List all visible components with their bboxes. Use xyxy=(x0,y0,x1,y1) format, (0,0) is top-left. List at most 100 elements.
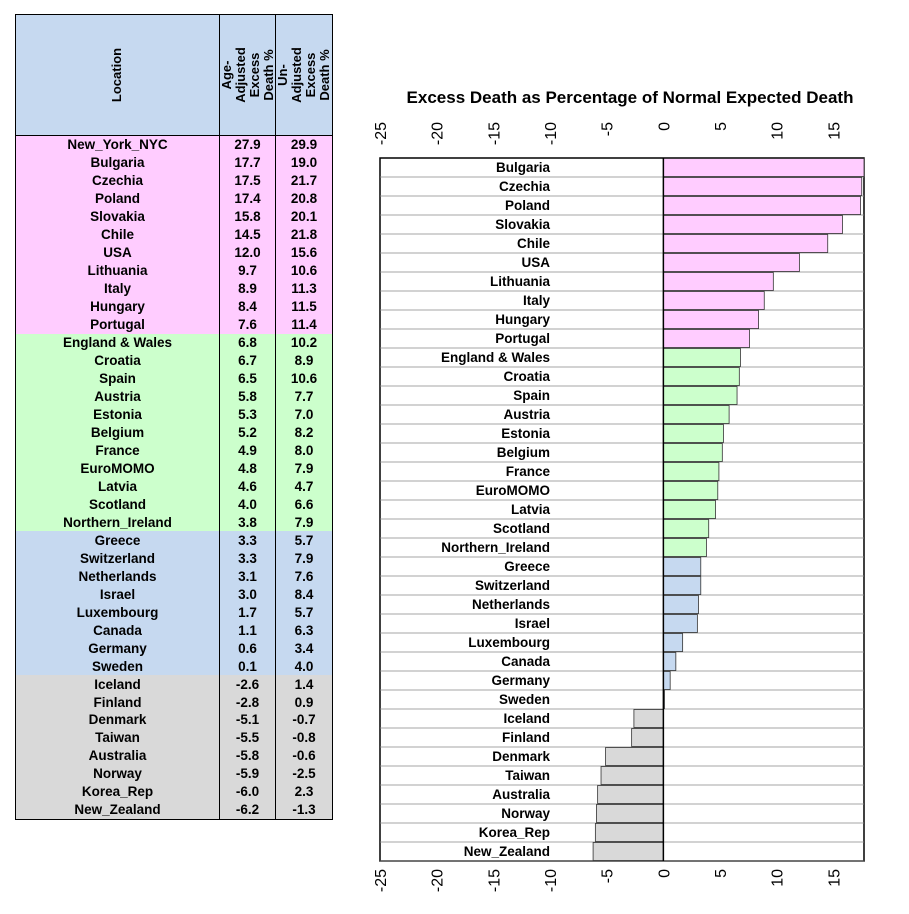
category-label: Switzerland xyxy=(475,578,550,593)
bar xyxy=(662,424,724,443)
age-adjusted-cell: 1.7 xyxy=(219,603,276,622)
un-adjusted-cell: 11.4 xyxy=(275,315,333,334)
age-adjusted-cell: 7.6 xyxy=(219,315,276,334)
category-label: Hungary xyxy=(495,312,550,327)
un-adjusted-cell: 5.7 xyxy=(275,603,333,622)
location-cell: Northern_Ireland xyxy=(15,513,220,532)
category-label: England & Wales xyxy=(441,350,550,365)
un-adjusted-cell: 10.6 xyxy=(275,261,333,280)
un-adjusted-cell: 11.5 xyxy=(275,297,333,316)
age-adjusted-cell: 4.6 xyxy=(219,477,276,496)
age-adjusted-cell: 3.8 xyxy=(219,513,276,532)
age-adjusted-cell: 15.8 xyxy=(219,207,276,226)
age-adjusted-cell: -2.8 xyxy=(219,693,276,711)
un-adjusted-cell: 3.4 xyxy=(275,639,333,658)
age-adjusted-cell: 14.5 xyxy=(219,225,276,244)
un-adjusted-cell: -1.3 xyxy=(275,800,333,820)
un-adjusted-cell: 15.6 xyxy=(275,243,333,262)
location-cell: Korea_Rep xyxy=(15,782,220,801)
location-cell: Poland xyxy=(15,189,220,208)
category-label: Denmark xyxy=(492,749,550,764)
bottom-tick-label: 5 xyxy=(713,869,730,878)
un-adjusted-cell: 6.3 xyxy=(275,621,333,640)
bar xyxy=(662,614,698,633)
bar xyxy=(662,348,741,367)
category-label: France xyxy=(506,464,551,479)
age-adjusted-cell: 5.3 xyxy=(219,405,276,424)
age-adjusted-cell: 12.0 xyxy=(219,243,276,262)
bottom-tick-label: -15 xyxy=(486,869,503,892)
table-row: Latvia 4.6 4.7 xyxy=(15,477,333,496)
category-label: Czechia xyxy=(499,179,551,194)
un-adjusted-cell: -0.6 xyxy=(275,746,333,765)
category-label: Northern_Ireland xyxy=(441,540,550,555)
table-row: England & Wales 6.8 10.2 xyxy=(15,333,333,352)
bottom-tick-label: -25 xyxy=(373,869,390,892)
category-label: Spain xyxy=(513,388,550,403)
bar xyxy=(662,671,671,690)
bar xyxy=(662,519,710,538)
location-cell: Estonia xyxy=(15,405,220,424)
table-row: Northern_Ireland 3.8 7.9 xyxy=(15,513,333,532)
bar xyxy=(597,785,664,804)
age-adjusted-cell: 6.7 xyxy=(219,351,276,370)
location-cell: Switzerland xyxy=(15,549,220,568)
un-adjusted-header: Un-Adjusted Excess Death % xyxy=(275,14,333,136)
category-label: Croatia xyxy=(503,369,550,384)
table-row: Luxembourg 1.7 5.7 xyxy=(15,603,333,622)
category-label: Latvia xyxy=(511,502,551,517)
bar xyxy=(662,158,865,177)
un-adjusted-cell: 2.3 xyxy=(275,782,333,801)
chart-title: Excess Death as Percentage of Normal Exp… xyxy=(407,88,854,107)
age-adjusted-cell: -5.1 xyxy=(219,711,276,729)
age-adjusted-cell: 3.0 xyxy=(219,585,276,604)
age-adjusted-cell: -2.6 xyxy=(219,675,276,694)
age-adjusted-cell: 4.9 xyxy=(219,441,276,460)
location-cell: New_York_NYC xyxy=(15,135,220,154)
data-table-panel: Location Age-Adjusted Excess Death % Un-… xyxy=(15,14,333,820)
location-cell: Germany xyxy=(15,639,220,658)
category-label: Finland xyxy=(502,730,550,745)
table-row: Taiwan -5.5 -0.8 xyxy=(15,728,333,747)
table-body: New_York_NYC 27.9 29.9 Bulgaria 17.7 19.0 Czec… xyxy=(15,135,333,820)
table-row: EuroMOMO 4.8 7.9 xyxy=(15,459,333,478)
bar xyxy=(662,405,730,424)
table-row: Estonia 5.3 7.0 xyxy=(15,405,333,424)
un-adjusted-cell: 10.6 xyxy=(275,369,333,388)
category-label: Austria xyxy=(503,407,550,422)
location-cell: Iceland xyxy=(15,675,220,694)
age-adjusted-cell: 3.3 xyxy=(219,549,276,568)
top-tick-label: -10 xyxy=(543,122,560,145)
bottom-tick-label: -5 xyxy=(600,869,617,883)
table-row: USA 12.0 15.6 xyxy=(15,243,333,262)
plot-frame xyxy=(379,157,865,862)
table-row: France 4.9 8.0 xyxy=(15,441,333,460)
bar xyxy=(662,481,719,500)
un-adjusted-cell: -0.8 xyxy=(275,728,333,747)
un-adjusted-cell: 0.9 xyxy=(275,693,333,711)
table-row: Austria 5.8 7.7 xyxy=(15,387,333,406)
category-label: New_Zealand xyxy=(464,844,550,859)
category-label: Israel xyxy=(515,616,550,631)
location-cell: Greece xyxy=(15,531,220,550)
bar xyxy=(662,462,720,481)
category-label: Korea_Rep xyxy=(479,825,550,840)
location-cell: New_Zealand xyxy=(15,800,220,820)
top-tick-label: -20 xyxy=(430,122,447,145)
top-tick-label: 0 xyxy=(656,122,673,131)
bar xyxy=(594,823,664,842)
top-tick-label: 5 xyxy=(713,122,730,131)
age-adjusted-cell: -6.2 xyxy=(219,800,276,820)
un-adjusted-cell: 7.7 xyxy=(275,387,333,406)
table-row: Greece 3.3 5.7 xyxy=(15,531,333,550)
bar xyxy=(662,234,829,253)
age-adjusted-cell: 9.7 xyxy=(219,261,276,280)
table-row: Korea_Rep -6.0 2.3 xyxy=(15,782,333,801)
age-adjusted-cell: 8.4 xyxy=(219,297,276,316)
un-adjusted-cell: 7.0 xyxy=(275,405,333,424)
un-adjusted-cell: 20.8 xyxy=(275,189,333,208)
bar xyxy=(662,386,738,405)
un-adjusted-cell: 7.9 xyxy=(275,513,333,532)
location-cell: Latvia xyxy=(15,477,220,496)
category-label: Poland xyxy=(505,198,550,213)
